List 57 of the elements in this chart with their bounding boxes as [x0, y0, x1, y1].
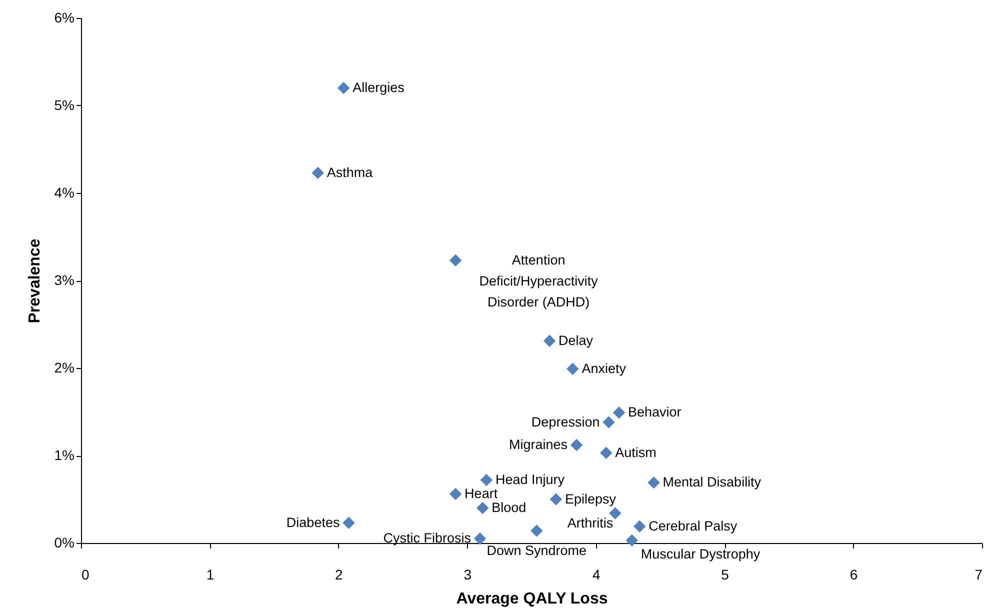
point — [449, 254, 462, 266]
point — [602, 416, 615, 428]
x-tick-label: 2 — [335, 566, 344, 582]
x-tick-label: 1 — [206, 566, 214, 582]
y-tick-label: 2% — [54, 360, 74, 376]
annotation: Diabetes — [286, 514, 340, 530]
annotation: Asthma — [326, 164, 374, 180]
point — [600, 446, 612, 459]
point — [633, 520, 646, 532]
x-tick-label: 6 — [850, 566, 858, 582]
point — [626, 534, 638, 546]
annotation: Down Syndrome — [486, 542, 587, 558]
point — [566, 362, 579, 375]
y-tick-label: 5% — [54, 97, 74, 113]
x-tick-label: 5 — [721, 566, 730, 582]
x-tick-label: 0 — [82, 566, 90, 582]
point — [476, 502, 489, 514]
annotation: Behavior — [628, 404, 682, 420]
annotation: Heart — [464, 486, 498, 501]
annotation: Attention Deficit/Hyperactivity Disorder (ADHD) — [479, 252, 598, 310]
annotation: Arthritis — [567, 515, 614, 530]
x-axis-title: Average QALY Loss — [456, 590, 608, 608]
x-tick-label: 4 — [592, 566, 600, 582]
y-tick-label: 6% — [54, 10, 74, 26]
point — [648, 476, 660, 489]
annotation: Depression — [531, 414, 600, 430]
y-tick-label: 1% — [54, 447, 74, 463]
point — [543, 334, 556, 347]
annotation: Blood — [492, 500, 526, 515]
point — [550, 493, 562, 506]
point — [480, 474, 493, 486]
annotation: Cystic Fibrosis — [383, 530, 472, 546]
annotation: Migraines — [509, 437, 568, 452]
annotation: Head Injury — [495, 472, 565, 487]
point — [570, 438, 583, 452]
point — [612, 406, 626, 419]
annotation: Mental Disability — [662, 474, 762, 490]
point — [342, 516, 355, 529]
annotation: Epilepsy — [564, 491, 616, 506]
annotation: Delay — [558, 332, 594, 348]
annotation: Anxiety — [582, 360, 626, 376]
point — [530, 524, 543, 537]
y-axis-title: Prevalence — [26, 238, 44, 324]
point — [449, 488, 462, 500]
point — [474, 532, 486, 545]
annotation: Cerebral Palsy — [648, 518, 738, 534]
x-tick-label: 7 — [974, 566, 983, 582]
x-tick-label: 3 — [464, 566, 472, 582]
y-tick-label: 3% — [54, 272, 74, 288]
y-tick-label: 4% — [54, 184, 74, 200]
y-tick-label: 0% — [54, 534, 74, 550]
annotation: Allergies — [352, 80, 405, 95]
point — [312, 166, 324, 179]
point — [337, 82, 350, 94]
point — [609, 507, 622, 520]
annotation: Muscular Dystrophy — [640, 546, 760, 562]
annotation: Autism — [615, 444, 656, 460]
